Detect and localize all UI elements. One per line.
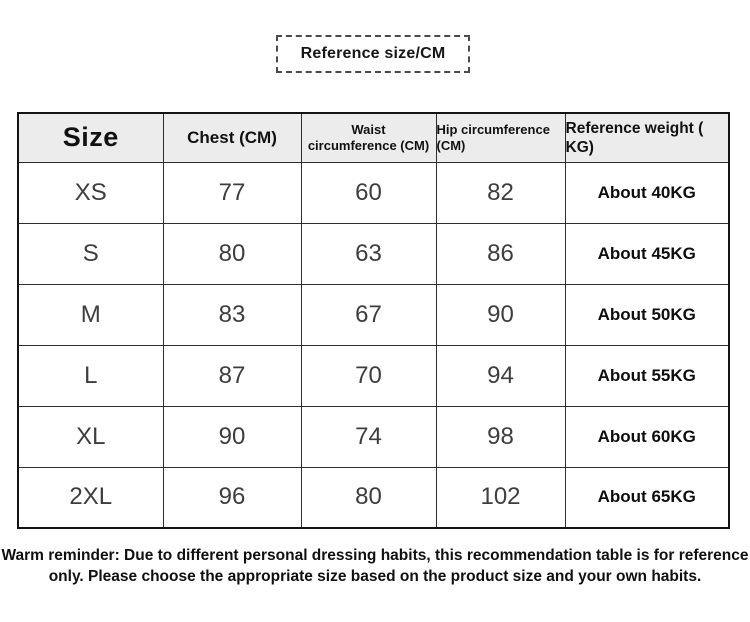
warm-reminder-line: only. Please choose the appropriate size… — [48, 568, 702, 585]
table-row: M 83 67 90 About 50KG — [17, 283, 730, 346]
table-cell-size: L — [17, 344, 164, 407]
table-cell-size: XS — [17, 161, 164, 224]
warm-reminder-text: Warm reminder: Due to different personal… — [0, 545, 750, 587]
table-row: L 87 70 94 About 55KG — [17, 344, 730, 407]
table-cell-chest: 96 — [162, 466, 302, 529]
table-cell-hip: 82 — [435, 161, 566, 224]
table-cell-waist: 67 — [300, 283, 437, 346]
table-cell-waist: 80 — [300, 466, 437, 529]
table-cell-chest: 83 — [162, 283, 302, 346]
table-row: 2XL 96 80 102 About 65KG — [17, 466, 730, 529]
table-cell-weight: About 50KG — [564, 283, 730, 346]
warm-reminder-line: Warm reminder: Due to different personal… — [1, 547, 749, 564]
header-label: KG) — [565, 138, 594, 156]
table-cell-size: M — [17, 283, 164, 346]
table-cell-weight: About 40KG — [564, 161, 730, 224]
header-label: circumference (CM) — [307, 137, 430, 153]
table-cell-chest: 90 — [162, 405, 302, 468]
table-row: XS 77 60 82 About 40KG — [17, 161, 730, 224]
header-label: Size — [62, 122, 119, 153]
reference-size-title: Reference size/CM — [300, 45, 446, 62]
header-label: Waist — [351, 121, 386, 137]
column-header-hip: Hip circumference (CM) — [435, 112, 566, 163]
table-cell-chest: 77 — [162, 161, 302, 224]
table-cell-hip: 90 — [435, 283, 566, 346]
table-cell-waist: 70 — [300, 344, 437, 407]
table-row: XL 90 74 98 About 60KG — [17, 405, 730, 468]
column-header-chest: Chest (CM) — [162, 112, 302, 163]
table-cell-weight: About 65KG — [564, 466, 730, 529]
table-cell-hip: 98 — [435, 405, 566, 468]
table-cell-chest: 87 — [162, 344, 302, 407]
table-cell-waist: 63 — [300, 222, 437, 285]
header-label: Hip circumference — [436, 121, 550, 137]
table-cell-waist: 74 — [300, 405, 437, 468]
header-label: Reference weight ( — [565, 119, 704, 137]
table-cell-chest: 80 — [162, 222, 302, 285]
header-label: (CM) — [436, 137, 466, 153]
header-label: Chest (CM) — [187, 127, 277, 147]
table-cell-hip: 94 — [435, 344, 566, 407]
table-cell-weight: About 45KG — [564, 222, 730, 285]
table-cell-size: S — [17, 222, 164, 285]
table-cell-hip: 86 — [435, 222, 566, 285]
table-cell-size: 2XL — [17, 466, 164, 529]
column-header-waist: Waist circumference (CM) — [300, 112, 437, 163]
table-cell-size: XL — [17, 405, 164, 468]
table-row: S 80 63 86 About 45KG — [17, 222, 730, 285]
table-cell-weight: About 60KG — [564, 405, 730, 468]
column-header-weight: Reference weight ( KG) — [564, 112, 730, 163]
table-cell-waist: 60 — [300, 161, 437, 224]
column-header-size: Size — [17, 112, 164, 163]
size-chart-table: Size Chest (CM) Waist circumference (CM)… — [17, 112, 730, 529]
table-cell-weight: About 55KG — [564, 344, 730, 407]
table-cell-hip: 102 — [435, 466, 566, 529]
reference-size-title-box: Reference size/CM — [276, 35, 470, 73]
table-header-row: Size Chest (CM) Waist circumference (CM)… — [17, 112, 730, 163]
